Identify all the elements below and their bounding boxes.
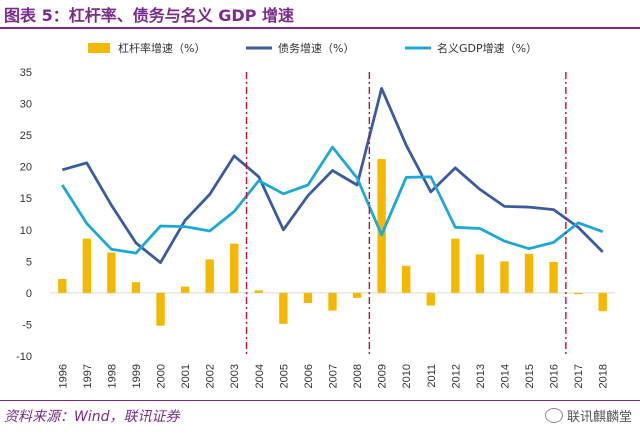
y-tick-label: 30 xyxy=(20,99,32,111)
x-tick-label: 2014 xyxy=(500,364,512,388)
chart-title: 图表 5：杠杆率、债务与名义 GDP 增速 xyxy=(4,6,294,25)
bar-leverage-2017 xyxy=(573,292,583,295)
y-tick-label: 0 xyxy=(26,288,32,300)
x-tick-label: 2009 xyxy=(377,364,389,388)
line-gdp-series xyxy=(61,145,604,255)
title-rule xyxy=(0,27,640,29)
bar-leverage-2013 xyxy=(475,254,485,293)
legend-label: 名义GDP增速（%） xyxy=(437,41,537,55)
x-tick-label: 1999 xyxy=(131,364,143,388)
bar-leverage-2010 xyxy=(402,265,411,293)
bar-leverage-2011 xyxy=(426,292,435,306)
line-debt-series xyxy=(61,87,604,265)
y-tick-label: 5 xyxy=(26,256,32,268)
x-tick-label: 2008 xyxy=(352,364,364,388)
bar-leverage-2000 xyxy=(156,292,165,326)
bar-leverage-2006 xyxy=(303,292,313,303)
bar-leverage-2004 xyxy=(254,290,263,293)
x-tick-label: 2004 xyxy=(254,364,266,388)
x-tick-label: 2001 xyxy=(180,364,192,388)
bar-leverage-1999 xyxy=(131,282,141,293)
y-tick-label: 15 xyxy=(20,193,32,205)
watermark: 联讯麒麟堂 xyxy=(544,406,632,425)
y-tick-label: 25 xyxy=(20,130,32,142)
bar-leverage-1997 xyxy=(82,238,92,293)
y-tick-label: 35 xyxy=(20,67,32,79)
x-tick-label: 1998 xyxy=(106,364,118,388)
footer-rule xyxy=(0,400,640,401)
x-tick-label: 2017 xyxy=(573,364,585,388)
y-tick-label: -5 xyxy=(22,319,32,331)
bar-leverage-1998 xyxy=(107,252,116,293)
x-tick-label: 2003 xyxy=(229,364,241,388)
legend-label: 债务增速（%） xyxy=(278,41,354,55)
bar-leverage-2014 xyxy=(500,261,509,293)
y-tick-label: 20 xyxy=(20,162,32,174)
y-tick-label: -10 xyxy=(16,351,32,363)
bar-leverage-2002 xyxy=(205,259,214,293)
bar-leverage-2005 xyxy=(279,292,288,324)
bar-leverage-2003 xyxy=(230,243,239,293)
bar-leverage-2012 xyxy=(451,238,460,293)
bar-leverage-2015 xyxy=(524,253,534,293)
x-tick-label: 2002 xyxy=(205,364,217,388)
x-tick-label: 2016 xyxy=(549,364,561,388)
x-tick-label: 1996 xyxy=(57,364,69,388)
chart: -10 -5 0 5 10 15 20 25 30 35 1996 1997 1998 1999 2000 2… xyxy=(16,41,615,388)
legend-swatch-leverage xyxy=(88,43,110,53)
legend-label: 杠杆率增速（%） xyxy=(118,41,205,55)
watermark-text: 联讯麒麟堂 xyxy=(566,410,632,425)
bar-leverage-2001 xyxy=(180,286,190,293)
x-tick-label: 2013 xyxy=(475,364,487,388)
bar-leverage-2009 xyxy=(377,159,386,293)
x-tick-label: 2010 xyxy=(401,364,413,388)
x-tick-label: 2012 xyxy=(450,364,462,388)
x-tick-label: 2000 xyxy=(156,364,168,388)
x-tick-label: 2011 xyxy=(426,364,438,388)
bar-leverage-2007 xyxy=(328,292,337,311)
y-tick-label: 10 xyxy=(20,225,32,237)
wechat-icon xyxy=(544,408,563,423)
x-tick-label: 1997 xyxy=(82,364,94,388)
x-tick-label: 2007 xyxy=(328,364,340,388)
bar-leverage-1996 xyxy=(58,279,67,293)
x-tick-label: 2005 xyxy=(278,364,290,388)
bar-leverage-2008 xyxy=(352,292,362,298)
x-tick-label: 2018 xyxy=(598,364,610,388)
bar-leverage-2018 xyxy=(598,292,607,312)
source-note: 资料来源：Wind，联讯证券 xyxy=(4,409,180,425)
bar-leverage-2016 xyxy=(549,261,558,293)
x-tick-label: 2006 xyxy=(303,364,315,388)
x-tick-label: 2015 xyxy=(524,364,536,388)
